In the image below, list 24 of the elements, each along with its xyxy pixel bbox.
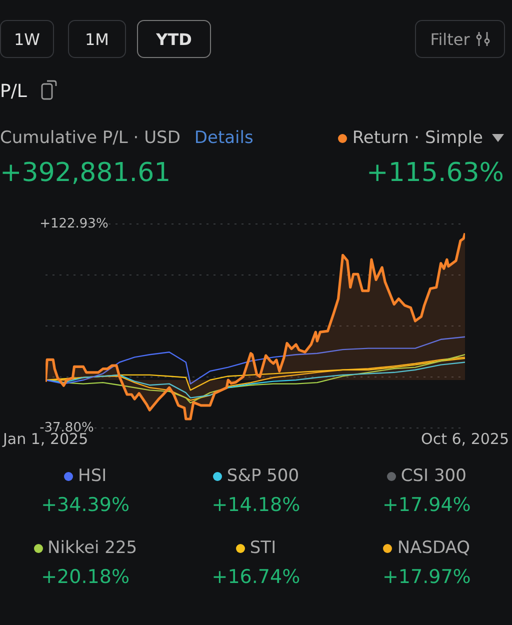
chart-subtitle: Cumulative P/L · USD [0,128,180,148]
text: Details [194,128,254,148]
data-label: +115.63% [366,158,504,188]
x-tick-label: Oct 6, 2025 [421,430,510,448]
legend-label: CSI 300 [400,466,466,486]
text: 1M [68,20,126,58]
text: +17.94% [381,494,472,516]
legend-label: NASDAQ [397,538,470,558]
y-tick-label: +122.93% [40,216,108,232]
legend-label: S&P 500 [226,466,300,486]
legend-label: Return · Simple [352,128,483,148]
text: Filter [430,30,470,48]
text: +16.74% [210,566,302,588]
chart-title: P/L [0,81,27,102]
legend-label: Nikkei 225 [48,538,138,558]
text: +392,881.61 [0,158,171,188]
legend-label: HSI [78,466,107,486]
legend-label: STI [250,538,276,558]
text: +17.97% [381,566,472,588]
text: +20.18% [40,566,131,588]
text: 1W [0,20,54,58]
text: +34.39% [40,494,131,516]
text: +14.18% [210,494,302,516]
text: YTD [137,20,211,58]
